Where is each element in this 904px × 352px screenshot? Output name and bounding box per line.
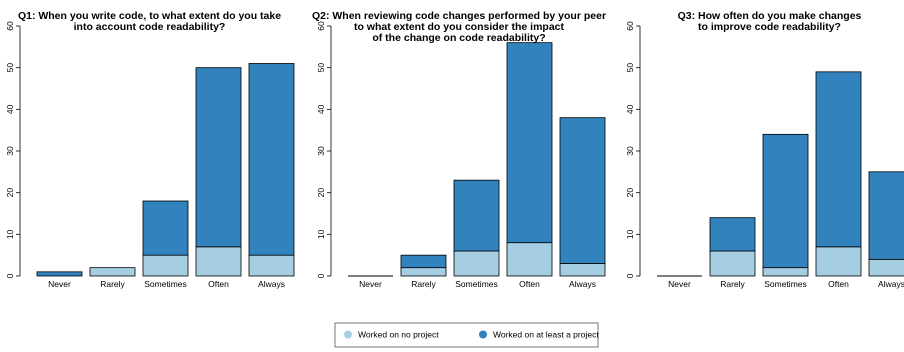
chart-q2-x-label-never: Never — [359, 279, 382, 289]
chart-q3-bar-always-at-least-one-project — [868, 171, 904, 260]
chart-q2-x-label-rarely: Rarely — [411, 279, 436, 289]
legend-box — [334, 322, 599, 348]
chart-q1-x-label-sometimes: Sometimes — [144, 279, 187, 289]
chart-q2-y-tick-label-30: 30 — [316, 146, 326, 156]
chart-q2-bar-always-at-least-one-project — [559, 117, 606, 264]
chart-q3-y-tick-label-20: 20 — [625, 188, 635, 198]
chart-q2-y-tick-label-60: 60 — [316, 21, 326, 31]
chart-q2-title-line-1: Q2: When reviewing code changes performe… — [312, 10, 606, 22]
chart-q1-bar-often-no-project — [195, 246, 242, 277]
chart-q1: Q1: When you write code, to what extent … — [5, 10, 295, 289]
chart-q3-bar-sometimes-no-project — [762, 267, 809, 277]
chart-q3-bar-often-at-least-one-project — [815, 71, 862, 248]
chart-q3-x-label-often: Often — [828, 279, 849, 289]
chart-q1-x-label-rarely: Rarely — [100, 279, 125, 289]
chart-q2-bar-often-no-project — [506, 242, 553, 277]
chart-q2-y-tick-label-40: 40 — [316, 104, 326, 114]
chart-q3-x-label-sometimes: Sometimes — [764, 279, 807, 289]
chart-q2-x-label-always: Always — [569, 279, 596, 289]
chart-q1-y-tick-label-10: 10 — [5, 229, 15, 239]
chart-q1-title-line-1: Q1: When you write code, to what extent … — [18, 10, 281, 22]
chart-q2-y-tick-label-50: 50 — [316, 63, 326, 73]
chart-q2-bar-always-no-project — [559, 263, 606, 277]
chart-q1-y-tick-label-60: 60 — [5, 21, 15, 31]
chart-q2-bar-rarely-at-least-one-project — [400, 254, 447, 269]
chart-q1-bar-sometimes-no-project — [142, 254, 189, 277]
chart-q2-bar-often-at-least-one-project — [506, 42, 553, 244]
legend-label-no-project: Worked on no project — [358, 330, 439, 340]
chart-q2: Q2: When reviewing code changes performe… — [312, 10, 606, 289]
chart-q2-x-label-often: Often — [519, 279, 540, 289]
chart-q3-y-tick-label-0: 0 — [625, 273, 635, 278]
chart-q3-x-label-always: Always — [878, 279, 904, 289]
legend-swatch-no-project — [344, 330, 352, 339]
chart-q2-title-line-2: to what extent do you consider the impac… — [354, 21, 565, 33]
charts-group: Q1: When you write code, to what extent … — [5, 10, 904, 289]
chart-q1-bar-always-at-least-one-project — [248, 63, 295, 256]
chart-q1-title-line-2: into account code readability? — [74, 21, 226, 33]
chart-q2-y-tick-label-0: 0 — [316, 273, 326, 278]
chart-q2-x-label-sometimes: Sometimes — [455, 279, 498, 289]
chart-q1-bar-often-at-least-one-project — [195, 67, 242, 248]
chart-q3-y-tick-label-60: 60 — [625, 21, 635, 31]
chart-q1-x-label-often: Often — [208, 279, 229, 289]
chart-q3-bar-always-no-project — [868, 258, 904, 277]
chart-q1-bar-always-no-project — [248, 254, 295, 277]
chart-q2-y-tick-label-20: 20 — [316, 188, 326, 198]
chart-q3-bar-often-no-project — [815, 246, 862, 277]
chart-q1-bar-never-at-least-one-project — [36, 271, 83, 277]
chart-q3-title-line-1: Q3: How often do you make changes — [678, 10, 862, 22]
chart-q1-y-tick-label-30: 30 — [5, 146, 15, 156]
chart-q3-y-tick-label-40: 40 — [625, 104, 635, 114]
chart-q1-bar-sometimes-at-least-one-project — [142, 200, 189, 256]
legend: Worked on no project Worked on at least … — [334, 322, 599, 348]
chart-q1-y-tick-label-40: 40 — [5, 104, 15, 114]
chart-q1-bar-rarely-no-project — [89, 267, 136, 277]
chart-q1-x-label-always: Always — [258, 279, 285, 289]
chart-q3-bar-sometimes-at-least-one-project — [762, 133, 809, 269]
chart-q2-y-tick-label-10: 10 — [316, 229, 326, 239]
chart-q3-bar-rarely-no-project — [709, 250, 756, 277]
chart-q1-x-label-never: Never — [48, 279, 71, 289]
chart-q1-y-tick-label-0: 0 — [5, 273, 15, 278]
legend-swatch-at-least-one-project — [479, 330, 487, 339]
chart-q3-bar-rarely-at-least-one-project — [709, 217, 756, 252]
chart-q3-y-tick-label-50: 50 — [625, 63, 635, 73]
chart-q2-bar-sometimes-at-least-one-project — [453, 179, 500, 252]
chart-q2-bar-sometimes-no-project — [453, 250, 500, 277]
chart-q2-title-line-3: of the change on code readability? — [372, 32, 545, 44]
chart-q3-x-label-rarely: Rarely — [720, 279, 745, 289]
chart-q3-y-tick-label-10: 10 — [625, 229, 635, 239]
chart-q3-y-tick-label-30: 30 — [625, 146, 635, 156]
chart-q1-y-tick-label-20: 20 — [5, 188, 15, 198]
chart-q1-y-tick-label-50: 50 — [5, 63, 15, 73]
chart-q3-title-line-2: to improve code readability? — [698, 21, 841, 33]
chart-q2-bar-rarely-no-project — [400, 267, 447, 277]
chart-q3-x-label-never: Never — [668, 279, 691, 289]
legend-label-at-least-one-project: Worked on at least a project — [493, 330, 599, 340]
